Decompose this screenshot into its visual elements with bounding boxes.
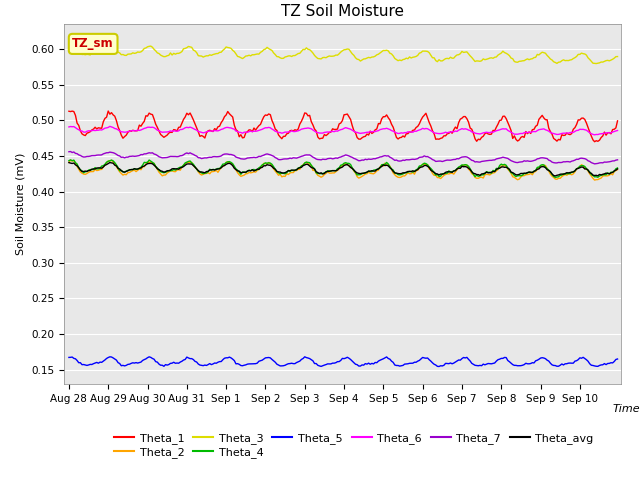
Theta_1	[374, 120, 382, 126]
Theta_avg	[188, 161, 196, 167]
Theta_7	[591, 161, 598, 167]
Theta_7	[73, 151, 81, 156]
Theta_avg	[515, 171, 523, 177]
Theta_5	[229, 356, 237, 362]
Theta_5	[72, 356, 79, 362]
Theta_avg	[72, 162, 79, 168]
Theta_3	[230, 49, 238, 55]
Theta_6	[522, 130, 530, 135]
Line: Theta_7: Theta_7	[69, 152, 618, 164]
Line: Theta_avg: Theta_avg	[69, 163, 618, 176]
Theta_5	[301, 354, 308, 360]
Theta_5	[65, 355, 73, 360]
Theta_5	[517, 363, 525, 369]
Theta_avg	[552, 173, 559, 179]
Theta_4	[65, 158, 73, 164]
Theta_7	[65, 149, 73, 155]
Title: TZ Soil Moisture: TZ Soil Moisture	[281, 4, 404, 19]
Theta_4	[230, 163, 238, 169]
Theta_7	[67, 149, 74, 155]
Theta_7	[374, 155, 382, 161]
Line: Theta_6: Theta_6	[69, 126, 618, 135]
Theta_1	[72, 112, 79, 118]
Theta_6	[591, 132, 598, 138]
Theta_3	[515, 59, 523, 64]
Theta_3	[188, 45, 196, 50]
Theta_7	[614, 157, 621, 163]
Theta_avg	[374, 166, 382, 172]
Theta_4	[515, 173, 523, 179]
Theta_6	[65, 124, 73, 130]
Theta_avg	[106, 160, 114, 166]
Theta_avg	[65, 160, 73, 166]
Theta_7	[515, 159, 523, 165]
Theta_7	[188, 151, 196, 156]
Theta_2	[188, 159, 196, 165]
Theta_4	[73, 161, 81, 167]
Theta_2	[65, 159, 73, 165]
Theta_1	[104, 108, 112, 114]
Theta_2	[591, 177, 598, 183]
Theta_3	[68, 42, 76, 48]
Theta_avg	[614, 166, 621, 172]
Theta_5	[374, 358, 382, 364]
Theta_avg	[230, 165, 238, 171]
Theta_5	[614, 356, 621, 362]
Theta_5	[186, 356, 194, 361]
Theta_4	[374, 166, 382, 171]
Line: Theta_4: Theta_4	[69, 160, 618, 178]
Theta_3	[73, 46, 81, 51]
Theta_3	[65, 43, 73, 49]
Theta_6	[614, 128, 621, 133]
Theta_3	[374, 51, 382, 57]
Theta_2	[73, 164, 81, 169]
Line: Theta_1: Theta_1	[69, 111, 618, 142]
Theta_2	[515, 176, 523, 182]
Theta_2	[230, 165, 238, 171]
Theta_3	[522, 57, 530, 62]
Theta_1	[614, 118, 621, 124]
Theta_1	[230, 122, 238, 128]
Y-axis label: Soil Moisture (mV): Soil Moisture (mV)	[15, 153, 26, 255]
Theta_1	[522, 129, 530, 134]
Theta_2	[374, 167, 382, 173]
Theta_4	[67, 157, 74, 163]
Theta_7	[522, 158, 530, 164]
Theta_2	[614, 167, 621, 172]
Line: Theta_5: Theta_5	[69, 357, 618, 367]
Theta_1	[515, 137, 523, 143]
Line: Theta_2: Theta_2	[69, 160, 618, 180]
Theta_1	[188, 113, 196, 119]
Theta_2	[522, 172, 530, 178]
Theta_6	[106, 123, 114, 129]
Theta_4	[552, 175, 559, 180]
Text: TZ_sm: TZ_sm	[72, 37, 114, 50]
Theta_6	[188, 125, 196, 131]
Line: Theta_3: Theta_3	[69, 45, 618, 63]
Theta_5	[524, 361, 531, 367]
Theta_avg	[522, 170, 530, 176]
Theta_6	[230, 126, 238, 132]
Theta_2	[67, 157, 74, 163]
Theta_1	[65, 108, 73, 114]
Theta_1	[591, 139, 598, 144]
Theta_6	[515, 131, 523, 137]
Theta_4	[188, 160, 196, 166]
Theta_5	[435, 364, 443, 370]
Theta_6	[72, 125, 79, 131]
Theta_4	[614, 165, 621, 171]
Legend: Theta_1, Theta_2, Theta_3, Theta_4, Theta_5, Theta_6, Theta_7, Theta_avg: Theta_1, Theta_2, Theta_3, Theta_4, Thet…	[114, 433, 594, 458]
Theta_3	[593, 60, 600, 66]
Theta_3	[614, 54, 621, 60]
Theta_7	[230, 153, 238, 158]
X-axis label: Time: Time	[612, 404, 640, 414]
Theta_6	[374, 128, 382, 133]
Theta_4	[522, 171, 530, 177]
